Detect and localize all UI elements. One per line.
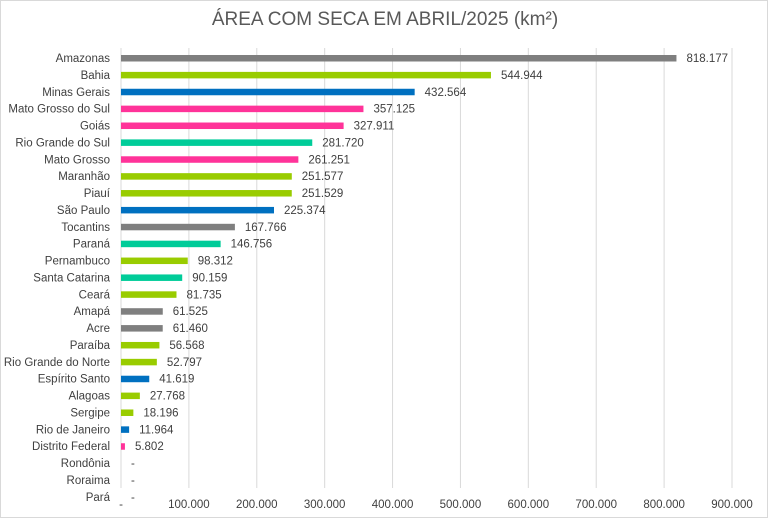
- data-label: 5.802: [135, 441, 164, 453]
- x-tick-label: 300.000: [304, 499, 346, 511]
- x-tick-label: 800.000: [643, 499, 685, 511]
- category-label: Maranhão: [58, 171, 110, 183]
- category-label: Amapá: [74, 306, 111, 318]
- bar: [121, 409, 134, 416]
- category-label: Paraíba: [70, 340, 111, 352]
- category-label: Bahia: [81, 70, 111, 82]
- bar: [121, 206, 275, 214]
- data-label: 41.619: [159, 374, 194, 386]
- bar: [121, 274, 183, 281]
- data-label: 225.374: [284, 205, 326, 217]
- x-tick-label: 200.000: [236, 499, 278, 511]
- data-label: -: [131, 475, 135, 487]
- x-tick-label: -: [119, 499, 123, 511]
- data-label: 27.768: [150, 391, 185, 403]
- category-label: São Paulo: [57, 205, 110, 217]
- data-label: 167.766: [245, 222, 287, 234]
- category-label: Paraná: [73, 239, 111, 251]
- bar: [121, 55, 677, 62]
- category-label: Santa Catarina: [33, 272, 110, 284]
- data-label: 251.529: [302, 188, 344, 200]
- category-label: Rio de Janeiro: [36, 424, 110, 436]
- data-label: 98.312: [198, 256, 233, 268]
- bar: [121, 223, 235, 231]
- data-label: 52.797: [167, 357, 202, 369]
- bar: [121, 392, 140, 400]
- data-label: 18.196: [143, 407, 178, 419]
- category-label: Rondônia: [61, 458, 111, 470]
- bar: [121, 325, 163, 332]
- category-label: Mato Grosso do Sul: [8, 104, 110, 116]
- category-label: Roraima: [67, 475, 111, 487]
- category-label: Minas Gerais: [42, 87, 110, 99]
- category-label: Piauí: [84, 188, 111, 200]
- bar: [121, 291, 177, 298]
- bar: [121, 257, 188, 265]
- category-label: Ceará: [79, 289, 111, 301]
- x-tick-label: 500.000: [440, 499, 482, 511]
- category-label: Amazonas: [56, 53, 111, 65]
- data-label: 56.568: [169, 340, 204, 352]
- bar: [121, 308, 163, 315]
- data-label: 251.577: [302, 171, 344, 183]
- category-label: Tocantins: [61, 222, 110, 234]
- category-label: Mato Grosso: [44, 154, 110, 166]
- category-label: Goiás: [80, 121, 110, 133]
- data-label: 61.525: [173, 306, 208, 318]
- data-label: -: [131, 458, 135, 470]
- data-label: 146.756: [231, 239, 273, 251]
- category-label: Pernambuco: [45, 256, 110, 268]
- bar: [121, 71, 491, 79]
- data-label: 261.251: [308, 154, 350, 166]
- x-tick-label: 600.000: [508, 499, 550, 511]
- data-label: 818.177: [686, 53, 728, 65]
- category-label: Rio Grande do Sul: [15, 137, 110, 149]
- bar: [121, 139, 313, 146]
- data-label: 357.125: [373, 104, 415, 116]
- category-label: Acre: [86, 323, 110, 335]
- x-tick-label: 900.000: [711, 499, 753, 511]
- bar: [121, 173, 292, 180]
- data-label: 327.911: [354, 121, 395, 133]
- bar: [121, 122, 344, 130]
- bar: [121, 358, 157, 366]
- data-label: 61.460: [173, 323, 208, 335]
- category-label: Rio Grande do Norte: [4, 357, 110, 369]
- bar: [121, 88, 415, 96]
- category-label: Alagoas: [68, 391, 110, 403]
- bar: [121, 240, 221, 248]
- bar: [121, 426, 130, 433]
- bar: [121, 375, 150, 383]
- data-label: 432.564: [425, 87, 467, 99]
- x-tick-label: 700.000: [575, 499, 617, 511]
- x-tick-label: 100.000: [168, 499, 210, 511]
- bar: [121, 105, 364, 113]
- data-label: 11.964: [139, 424, 174, 436]
- category-label: Pará: [86, 492, 111, 504]
- data-label: 544.944: [501, 70, 543, 82]
- data-label: 90.159: [192, 272, 227, 284]
- bar: [121, 156, 299, 163]
- bar: [121, 190, 292, 197]
- data-label: 81.735: [186, 289, 221, 301]
- category-label: Espírito Santo: [38, 374, 110, 386]
- category-label: Sergipe: [70, 407, 110, 419]
- bar: [121, 341, 160, 349]
- chart-title: ÁREA COM SECA EM ABRIL/2025 (km²): [211, 9, 559, 30]
- data-label: 281.720: [322, 137, 364, 149]
- x-tick-label: 400.000: [372, 499, 414, 511]
- bar: [121, 443, 125, 450]
- data-label: -: [131, 492, 135, 504]
- category-label: Distrito Federal: [32, 441, 110, 453]
